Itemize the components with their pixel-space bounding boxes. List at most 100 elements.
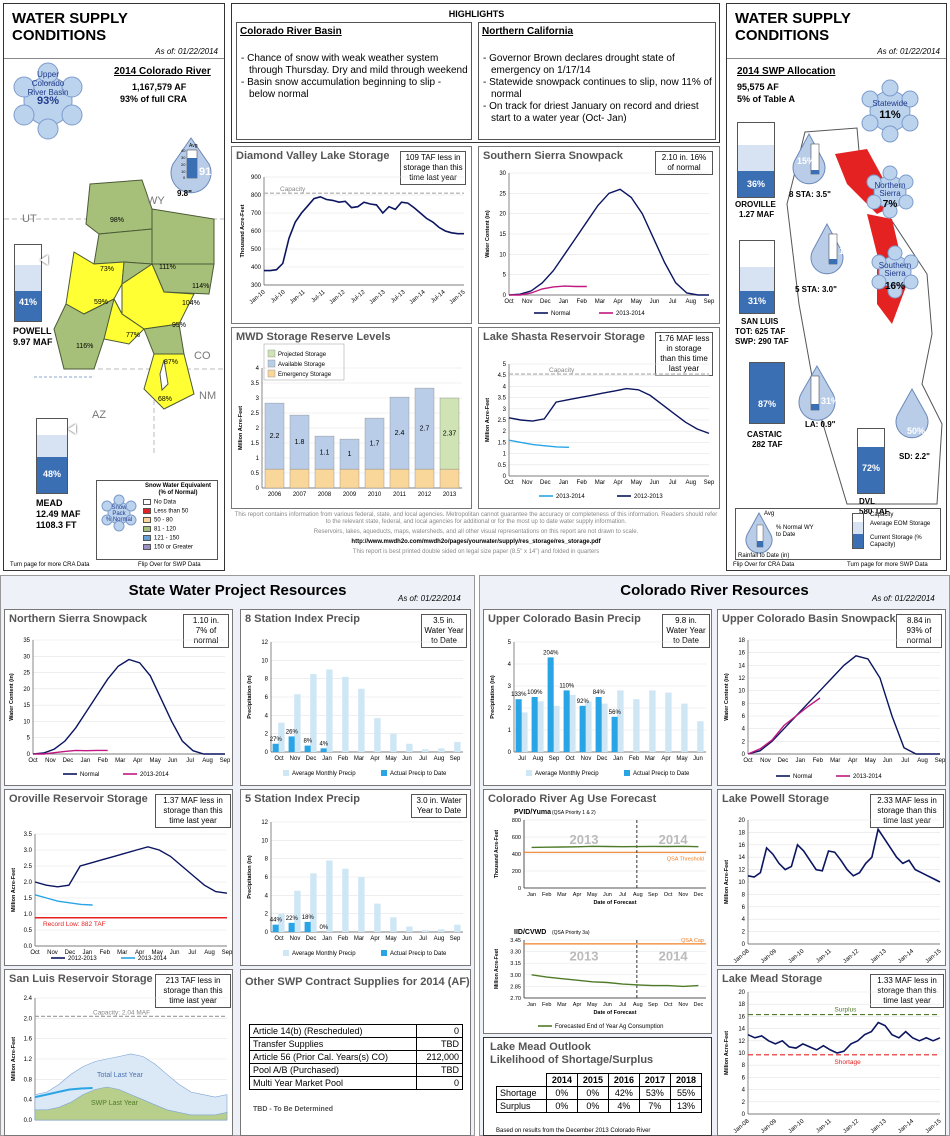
data-label: 2.2: [270, 433, 280, 440]
bar-average: [697, 721, 704, 752]
legend-item: 2013-2014: [556, 494, 585, 500]
x-tick-label: Apr: [370, 756, 379, 762]
other-swp-title: Other SWP Contract Supplies for 2014 (AF…: [245, 976, 470, 988]
x-axis-label: Date of Forecast: [593, 900, 636, 906]
x-tick-label: May: [676, 756, 687, 762]
series-line: [509, 285, 587, 296]
y-tick-label: 18: [738, 830, 745, 836]
x-tick-label: 2011: [393, 492, 407, 498]
right-foot-2[interactable]: Turn page for more SWP Data: [847, 562, 928, 568]
report-url[interactable]: http://www.mwdh2o.com/mwdh2o/pages/yourw…: [351, 539, 601, 545]
x-tick-label: Mar: [354, 756, 364, 762]
x-tick-label: Aug: [917, 758, 928, 764]
right-title-1: WATER SUPPLY: [735, 10, 851, 27]
highlight-item: - On track for driest January on record …: [483, 101, 699, 124]
x-tick-label: Apr: [613, 299, 622, 305]
svg-text:87%: 87%: [164, 359, 178, 366]
x-tick-label: Jan-12: [842, 948, 860, 965]
y-tick-label: 1.0: [24, 912, 33, 918]
y-tick-label: 0: [508, 750, 512, 756]
left-title-2: CONDITIONS: [12, 27, 107, 44]
bar-actual: [320, 748, 327, 752]
bar-average: [326, 669, 333, 752]
x-tick-label: Sep: [704, 299, 715, 305]
x-tick-label: Apr: [573, 1002, 582, 1008]
data-label: 1: [348, 451, 352, 458]
x-tick-label: Feb: [577, 480, 588, 486]
x-tick-label: May: [587, 892, 598, 898]
mead-maf: 12.49 MAF: [36, 509, 81, 519]
x-tick-label: Jan-10: [788, 1118, 806, 1135]
chart-shasta: Lake Shasta Reservoir Storage 1.76 MAF le…: [478, 327, 720, 509]
left-foot-1[interactable]: Turn page for more CRA Data: [10, 562, 90, 568]
threshold-label: QSA Threshold: [667, 856, 704, 862]
right-foot-1[interactable]: Flip Over for CRA Data: [733, 562, 795, 568]
svg-text:40: 40: [181, 148, 186, 153]
y-tick-label: 8: [265, 677, 269, 683]
x-tick-label: Sep: [935, 758, 946, 764]
y-axis-label: Thousand Acre-Feet: [240, 204, 246, 257]
bar-average: [390, 917, 397, 932]
x-tick-label: Apr: [613, 480, 622, 486]
y-tick-label: 0: [256, 486, 260, 492]
y-tick-label: 0: [742, 942, 746, 948]
highlight-item: - Basin snow accumulation beginning to s…: [241, 77, 442, 100]
chart-dvl: Diamond Valley Lake Storage 109 TAF less …: [231, 146, 472, 324]
y-tick-label: 4.5: [498, 373, 507, 379]
svg-text:98%: 98%: [110, 217, 124, 224]
y-tick-label: 0.5: [251, 471, 260, 477]
x-tick-label: Jan-11: [289, 289, 307, 306]
y-tick-label: 35: [23, 638, 30, 644]
bar-actual: [531, 697, 538, 752]
chart-callout: 109 TAF less in storage than this time l…: [400, 151, 466, 185]
y-tick-label: 20: [23, 687, 30, 693]
raindrop-gauge: 91% Avg 40 30 20 100: [170, 137, 221, 194]
x-tick-label: Jan-14: [897, 948, 915, 965]
drop-pct: 91%: [199, 166, 221, 178]
y-tick-label: 6: [742, 905, 746, 911]
y-tick-label: 0.5: [498, 463, 507, 469]
oroville-label: OROVILLE 1.27 MAF: [735, 200, 776, 219]
legend-item: 50 - 80: [143, 517, 223, 524]
chart-sta8: 8 Station Index Precip 3.5 in. Water Year…: [240, 609, 471, 786]
y-axis-label: Precipitation (in): [247, 675, 253, 719]
x-tick-label: Feb: [629, 756, 640, 762]
svg-text:68%: 68%: [158, 396, 172, 403]
svg-text:30: 30: [181, 155, 186, 160]
legend-item-swatch: [381, 950, 387, 956]
legend-item-swatch: [624, 770, 630, 776]
sub-title: PVID/Yuma: [514, 809, 551, 816]
x-tick-label: Sep: [450, 756, 461, 762]
highlights-col2-title: Northern California: [482, 26, 574, 37]
y-tick-label: 2: [742, 1100, 746, 1106]
x-tick-label: Jan-09: [760, 1118, 778, 1135]
y-axis-label: Million Acre-Feet: [11, 868, 17, 912]
legend-swatch: [143, 499, 151, 505]
x-tick-label: May: [152, 950, 163, 956]
swp-legend: Avg % Normal WY to Date Rainfall to Date…: [735, 508, 941, 560]
x-tick-label: Jan-15: [449, 289, 467, 306]
y-tick-label: 0: [518, 886, 521, 892]
y-tick-label: 2.5: [498, 418, 507, 424]
x-tick-label: Aug: [685, 299, 696, 305]
series-line: [747, 827, 941, 883]
highlight-item: - Chance of snow with weak weather syste…: [241, 53, 468, 76]
y-tick-label: 6: [742, 714, 746, 720]
y-tick-label: 1.5: [24, 896, 33, 902]
y-axis-label: Water Content (in): [9, 673, 15, 721]
bar-average: [681, 703, 688, 752]
x-tick-label: May: [631, 299, 642, 305]
x-tick-label: Jan: [559, 480, 569, 486]
sub-subtitle: (QSA Priority 3a): [552, 930, 590, 936]
x-tick-label: Jul: [669, 299, 677, 305]
y-tick-label: 600: [512, 835, 521, 841]
sta5-label: 5 STA: 3.0": [795, 285, 837, 294]
disclaimer: This report contains information from va…: [234, 512, 718, 555]
left-foot-2[interactable]: Flip Over for SWP Data: [138, 562, 201, 568]
cr-title: 2014 Colorado River: [114, 66, 211, 77]
colorado-basin-map: UT WY CO NM AZ 98% 111% 73% 114% 59% 104…: [4, 179, 224, 454]
legend-item: Average Monthly Precip: [292, 951, 356, 957]
x-tick-label: Sep: [704, 480, 715, 486]
bar-actual: [579, 705, 586, 752]
bar-average: [358, 688, 365, 752]
